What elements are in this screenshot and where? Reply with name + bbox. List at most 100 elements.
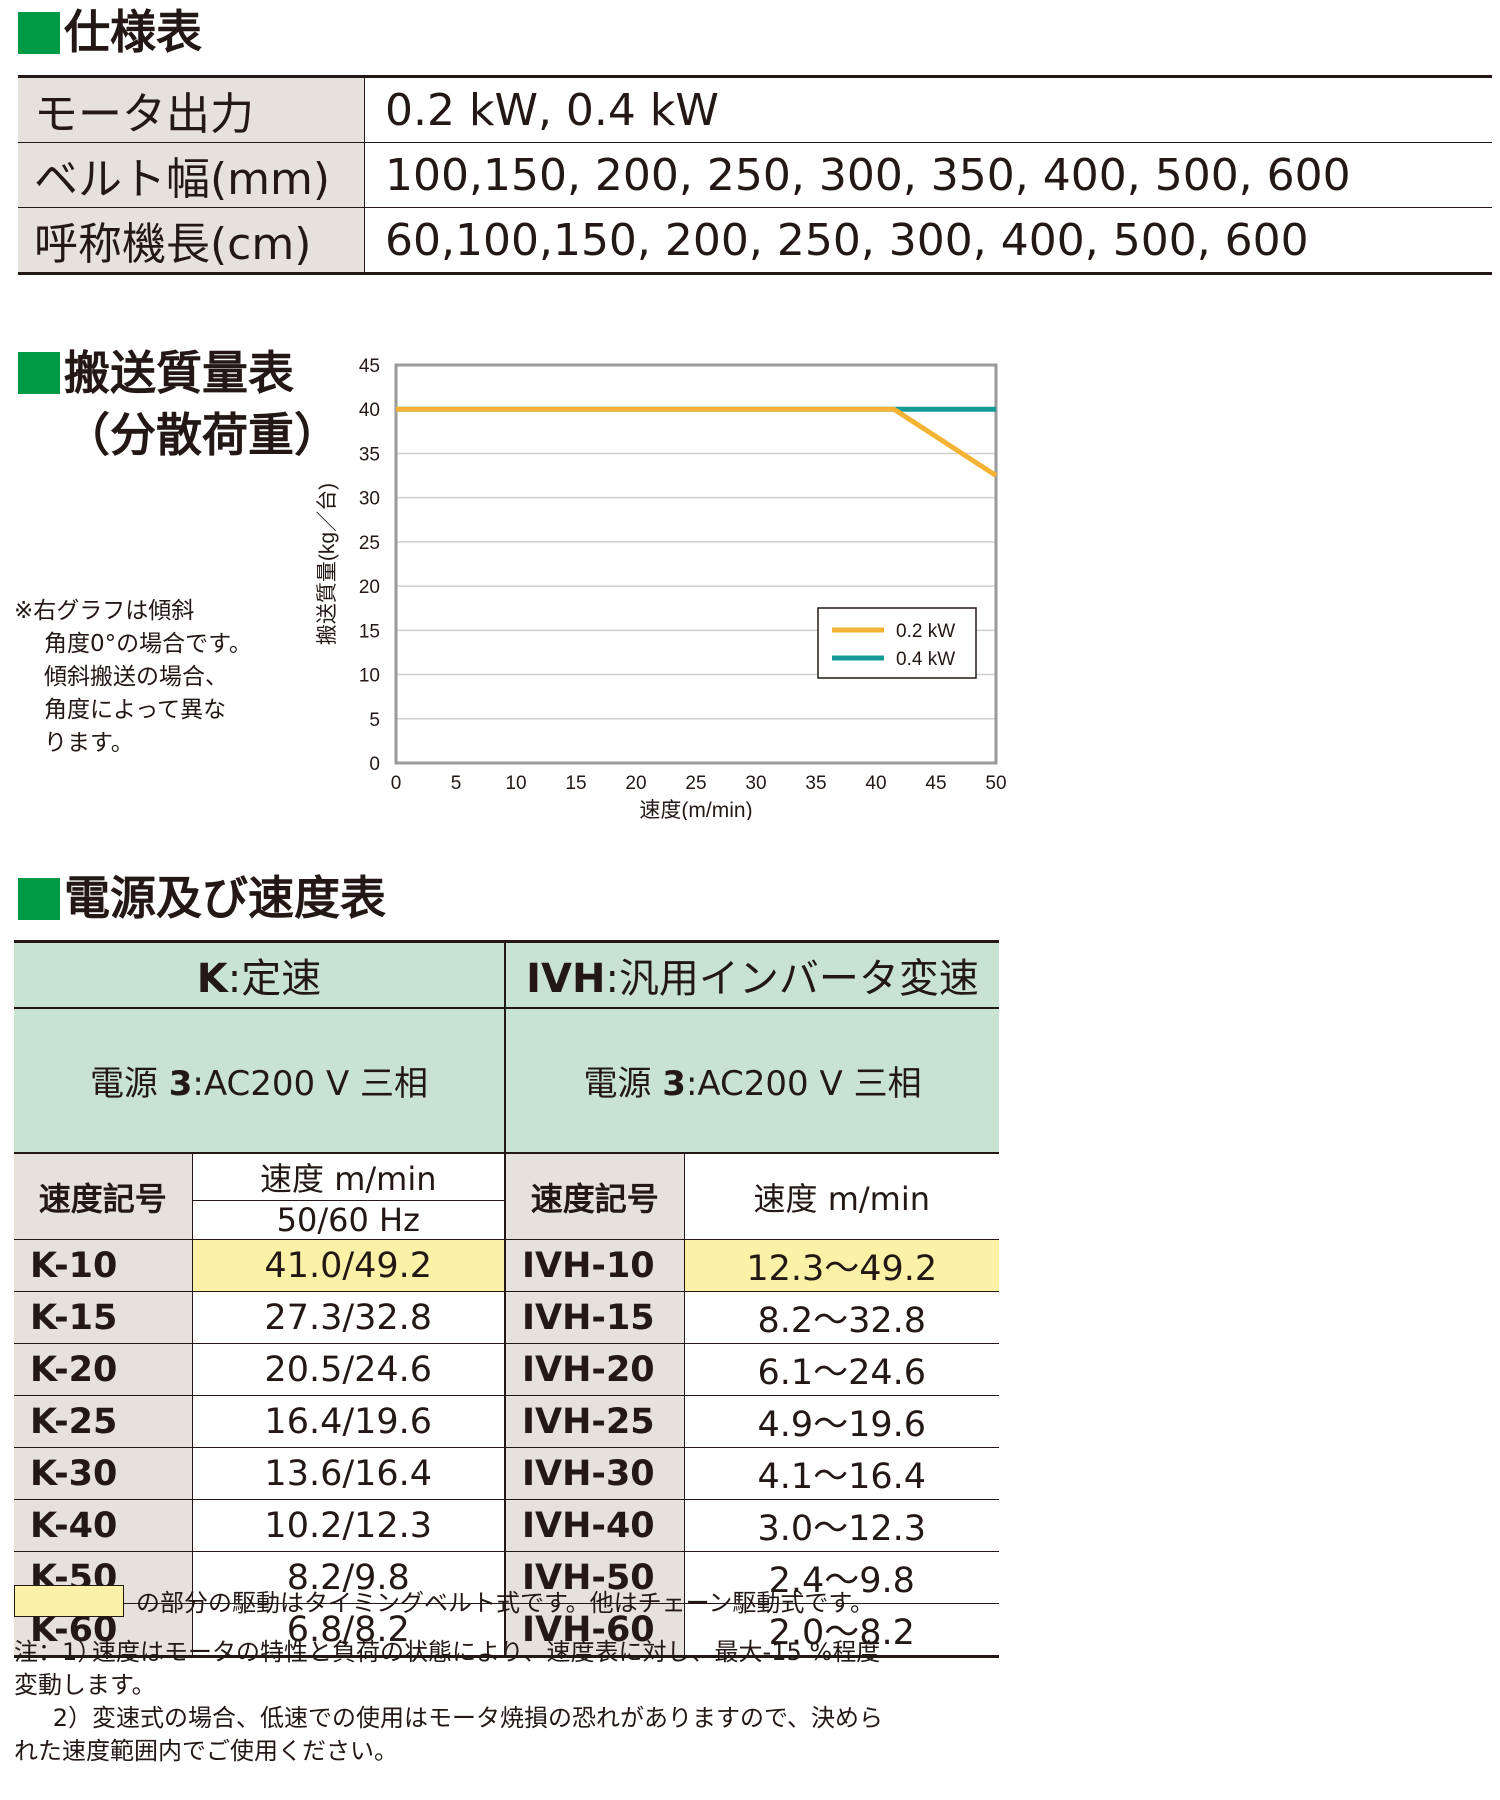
x-tick-label: 10 [505, 773, 526, 794]
k-speed-value: 27.3/32.8 [192, 1291, 507, 1344]
footnote-text-cont: れた速度範囲内でご使用ください。 [14, 1737, 398, 1765]
ivh-speed-header: 速度 m/min [753, 1179, 930, 1218]
k-power-supply: 電源 3:AC200 V 三相 [14, 1008, 507, 1154]
series-line-02 [396, 406, 998, 478]
footnote-text: 変速式の場合、低速での使用はモータ焼損の恐れがありますので、決めら [92, 1704, 884, 1732]
x-tick-label: 30 [745, 773, 766, 794]
speed-row: K-30 13.6/16.4 IVH-30 4.1～16.4 [14, 1447, 1000, 1500]
k-speed-header: 速度 m/min [192, 1153, 507, 1201]
ivh-speed-value: 4.1～16.4 [684, 1447, 1000, 1500]
footnote: 注：1） 速度はモータの特性と負荷の状態により、速度表に対し、最大-15 %程度 [14, 1636, 883, 1669]
k-hz-header: 50/60 Hz [192, 1200, 507, 1240]
ivh-speed-code: IVH-60 [505, 1603, 685, 1657]
spec-value: 60,100,150, 200, 250, 300, 400, 500, 600 [364, 207, 1492, 274]
k-speed-value: 13.6/16.4 [192, 1447, 507, 1500]
k-speed-code: K-40 [14, 1499, 193, 1552]
speed-row: K-40 10.2/12.3 IVH-40 3.0～12.3 [14, 1499, 1000, 1552]
spec-table: モータ出力 0.2 kW, 0.4 kW ベルト幅(mm) 100,150, 200,… [18, 75, 1492, 275]
spec-row: 呼称機長(cm) 60,100,150, 200, 250, 300, 400, … [18, 207, 1492, 274]
footnote-marker: 注：1） [14, 1638, 102, 1666]
k-speed-value: 16.4/19.6 [192, 1395, 507, 1448]
ivh-speed-value: 12.3～49.2 [684, 1239, 1000, 1292]
y-tick-label: 25 [359, 533, 380, 554]
k-code-header: 速度記号 [14, 1153, 193, 1240]
k-speed-value: 41.0/49.2 [192, 1239, 507, 1292]
x-tick-label: 25 [685, 773, 706, 794]
footnote: 2） 変速式の場合、低速での使用はモータ焼損の恐れがありますので、決めら [14, 1702, 883, 1735]
ivh-speed-value: 8.2～32.8 [684, 1291, 1000, 1344]
note-line: 角度0°の場合です。 [44, 631, 252, 657]
speed-row: K-20 20.5/24.6 IVH-20 6.1～24.6 [14, 1343, 1000, 1396]
ivh-speed-code: IVH-10 [505, 1239, 685, 1292]
x-axis-label: 速度(m/min) [639, 799, 752, 820]
x-tick-label: 5 [451, 773, 462, 794]
spec-section-title: 仕様表 [18, 6, 202, 59]
ivh-type-header: IVH:汎用インバータ変速 [505, 941, 1000, 1009]
ivh-speed-code: IVH-40 [505, 1499, 685, 1552]
spec-row: モータ出力 0.2 kW, 0.4 kW [18, 76, 1492, 143]
y-tick-label: 10 [359, 666, 380, 687]
k-speed-value: 6.8/8.2 [192, 1603, 507, 1657]
footnote-text: 速度はモータの特性と負荷の状態により、速度表に対し、最大-15 %程度 [92, 1638, 881, 1666]
k-type-header: K:定速 [14, 941, 507, 1009]
k-speed-value: 10.2/12.3 [192, 1499, 507, 1552]
ivh-speed-value: 2.0～8.2 [684, 1603, 1000, 1657]
k-speed-code: K-30 [14, 1447, 193, 1500]
load-title-text: 搬送質量表 （分散荷重） [64, 346, 340, 462]
note-line: 傾斜搬送の場合、 [44, 664, 228, 690]
green-square-icon [18, 12, 60, 54]
power-speed-table: K:定速 IVH:汎用インバータ変速 電源 3:AC200 V 三相 電源 3:… [14, 940, 1000, 1658]
note-line: ※右グラフは傾斜 [14, 598, 195, 624]
ivh-speed-code: IVH-30 [505, 1447, 685, 1500]
ivh-speed-code: IVH-20 [505, 1343, 685, 1396]
k-speed-code: K-10 [14, 1239, 193, 1292]
footnote-text-cont: 変動します。 [14, 1671, 156, 1699]
spec-row: ベルト幅(mm) 100,150, 200, 250, 300, 350, 400… [18, 142, 1492, 208]
note-line: ります。 [44, 730, 134, 756]
x-tick-label: 15 [565, 773, 586, 794]
y-tick-label: 35 [359, 444, 380, 465]
y-tick-label: 20 [359, 577, 380, 598]
k-speed-code: K-20 [14, 1343, 193, 1396]
load-section-title: 搬送質量表 （分散荷重） [18, 342, 340, 466]
spec-label: ベルト幅(mm) [18, 142, 365, 208]
speed-row: K-25 16.4/19.6 IVH-25 4.9～19.6 [14, 1395, 1000, 1448]
spec-value: 100,150, 200, 250, 300, 350, 400, 500, 6… [364, 142, 1492, 208]
ivh-speed-code: IVH-15 [505, 1291, 685, 1344]
x-tick-label: 35 [805, 773, 826, 794]
spec-label: 呼称機長(cm) [18, 207, 365, 274]
y-tick-label: 5 [369, 710, 380, 731]
ivh-power-supply: 電源 3:AC200 V 三相 [505, 1008, 1000, 1154]
speed-row: K-15 27.3/32.8 IVH-15 8.2～32.8 [14, 1291, 1000, 1344]
k-speed-value: 20.5/24.6 [192, 1343, 507, 1396]
power-title-text: 電源及び速度表 [64, 871, 386, 925]
ivh-speed-code: IVH-50 [505, 1551, 685, 1604]
legend-label: 0.4 kW [896, 649, 955, 670]
green-square-icon [18, 878, 60, 920]
speed-row: K-60 6.8/8.2 IVH-60 2.0～8.2 [14, 1603, 1000, 1657]
x-tick-label: 50 [985, 773, 1006, 794]
footnote-marker: 2） [52, 1704, 92, 1732]
highlight-legend-text: の部分の駆動はタイミングベルト式です。他はチェーン駆動式です。 [136, 1589, 874, 1617]
highlight-legend: の部分の駆動はタイミングベルト式です。他はチェーン駆動式です。 [14, 1583, 874, 1618]
speed-row: K-10 41.0/49.2 IVH-10 12.3～49.2 [14, 1239, 1000, 1292]
y-tick-label: 30 [359, 489, 380, 510]
ivh-speed-value: 2.4～9.8 [684, 1551, 1000, 1604]
plot-frame [394, 363, 998, 765]
ivh-speed-value: 3.0～12.3 [684, 1499, 1000, 1552]
legend-box [817, 607, 977, 679]
spec-title-text: 仕様表 [64, 5, 202, 59]
y-tick-label: 45 [359, 356, 380, 377]
power-section-title: 電源及び速度表 [18, 872, 386, 925]
footnotes: 注：1） 速度はモータの特性と負荷の状態により、速度表に対し、最大-15 %程度変… [14, 1636, 883, 1768]
y-axis-label: 搬送質量(kg／台) [316, 483, 339, 645]
highlight-swatch [14, 1584, 124, 1617]
green-square-icon [18, 352, 60, 394]
y-tick-label: 40 [359, 400, 380, 421]
k-speed-value: 8.2/9.8 [192, 1551, 507, 1604]
x-tick-label: 40 [865, 773, 886, 794]
spec-value: 0.2 kW, 0.4 kW [385, 84, 719, 136]
x-tick-label: 45 [925, 773, 946, 794]
ivh-speed-value: 6.1～24.6 [684, 1343, 1000, 1396]
note-line: 角度によって異な [44, 697, 227, 723]
